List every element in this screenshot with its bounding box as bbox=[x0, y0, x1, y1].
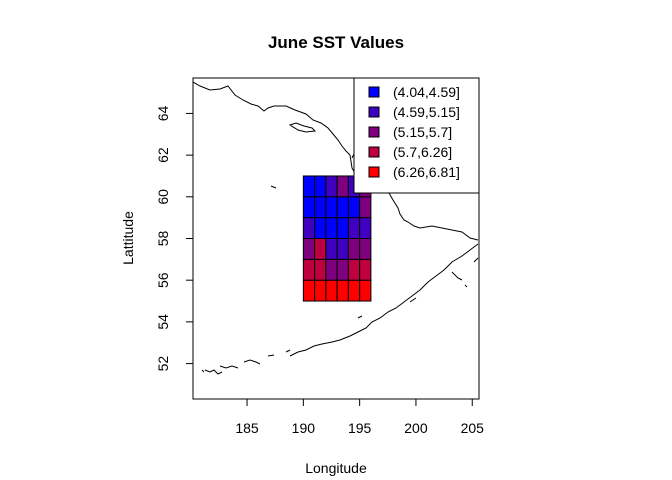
x-tick-label: 205 bbox=[461, 420, 485, 436]
legend-entry-label: (5.7,6.26] bbox=[393, 144, 452, 160]
y-tick-label: 56 bbox=[155, 272, 171, 288]
legend-swatch bbox=[368, 106, 380, 118]
sst-cell bbox=[336, 196, 349, 219]
sst-cells bbox=[302, 175, 372, 302]
legend: (4.04,4.59] (4.59,5.15] (5.15,5.7] (5.7,6.2… bbox=[353, 77, 480, 194]
sst-cell bbox=[302, 279, 316, 302]
legend-entry-label: (4.04,4.59] bbox=[393, 84, 460, 100]
legend-swatch bbox=[368, 146, 380, 158]
sst-cell bbox=[314, 238, 327, 260]
legend-swatch bbox=[368, 86, 380, 98]
y-tick-label: 58 bbox=[155, 231, 171, 247]
sst-cell bbox=[325, 238, 338, 260]
sst-cell bbox=[359, 217, 372, 239]
sst-cell bbox=[314, 196, 327, 219]
legend-entry-label: (6.26,6.81] bbox=[393, 164, 460, 180]
sst-cell bbox=[314, 175, 327, 198]
sst-cell bbox=[325, 175, 338, 198]
coastline bbox=[193, 81, 479, 375]
sst-cell bbox=[302, 196, 316, 219]
sst-cell bbox=[359, 279, 372, 302]
sst-cell bbox=[302, 175, 316, 198]
sst-cell bbox=[325, 279, 338, 302]
sst-cell bbox=[336, 238, 349, 260]
sst-cell bbox=[314, 258, 327, 281]
x-tick-label: 195 bbox=[348, 420, 372, 436]
y-tick-label: 52 bbox=[155, 356, 171, 372]
sst-cell bbox=[325, 196, 338, 219]
sst-cell bbox=[347, 196, 361, 219]
sst-cell bbox=[336, 175, 349, 198]
sst-cell bbox=[325, 217, 338, 239]
sst-cell bbox=[347, 279, 361, 302]
sst-cell bbox=[359, 238, 372, 260]
y-axis: 52 54 56 58 60 62 64 bbox=[155, 105, 194, 372]
sst-cell bbox=[347, 258, 361, 281]
sst-cell bbox=[302, 258, 316, 281]
sst-cell bbox=[359, 196, 372, 219]
sst-cell bbox=[347, 238, 361, 260]
y-tick-label: 60 bbox=[155, 189, 171, 205]
sst-cell bbox=[302, 238, 316, 260]
y-tick-label: 62 bbox=[155, 147, 171, 163]
y-tick-label: 54 bbox=[155, 314, 171, 330]
legend-entry-label: (4.59,5.15] bbox=[393, 104, 460, 120]
x-tick-label: 185 bbox=[235, 420, 259, 436]
sst-cell bbox=[336, 258, 349, 281]
x-tick-label: 200 bbox=[404, 420, 428, 436]
sst-cell bbox=[336, 217, 349, 239]
chart-title: June SST Values bbox=[268, 33, 404, 52]
x-axis-label: Longitude bbox=[305, 460, 367, 476]
y-axis-label: Lattitude bbox=[120, 211, 136, 265]
x-axis: 185 190 195 200 205 bbox=[235, 398, 485, 436]
sst-cell bbox=[314, 217, 327, 239]
sst-cell bbox=[359, 258, 372, 281]
x-tick-label: 190 bbox=[292, 420, 316, 436]
y-tick-label: 64 bbox=[155, 105, 171, 121]
sst-cell bbox=[302, 217, 316, 239]
sst-cell bbox=[336, 279, 349, 302]
sst-cell bbox=[325, 258, 338, 281]
legend-entry-label: (5.15,5.7] bbox=[393, 124, 452, 140]
legend-swatch bbox=[368, 126, 380, 138]
sst-cell bbox=[314, 279, 327, 302]
sst-cell bbox=[347, 217, 361, 239]
legend-swatch bbox=[368, 166, 380, 178]
